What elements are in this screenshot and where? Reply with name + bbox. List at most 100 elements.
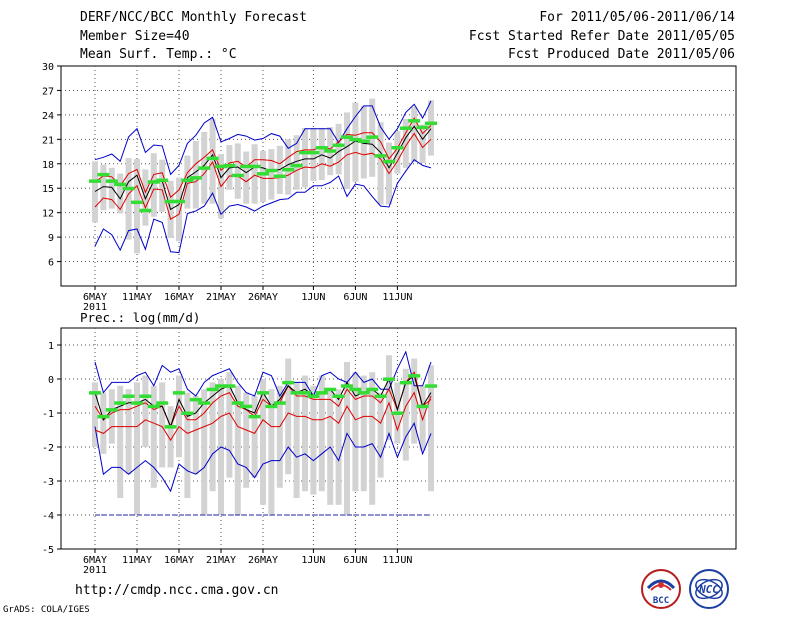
marker [374,154,387,158]
range-bar [125,389,132,475]
marker [425,384,437,388]
range-bar [285,139,292,195]
x-tick-label: 16MAY [164,555,194,566]
range-bar [411,358,418,444]
marker [383,377,395,381]
plot-frame [60,327,737,550]
x-tick-label: 26MAY [248,292,278,303]
range-bar [184,155,191,209]
marker [290,391,303,395]
footer-grads: GrADS: COLA/IGES [3,605,90,615]
range-bar [344,362,350,515]
range-bar [377,392,384,478]
ncc-logo: NCC [689,569,729,609]
range-bar [352,102,359,182]
range-bar [234,143,241,199]
x-tick-label: 21MAY [206,292,236,303]
marker [425,121,437,126]
marker [341,135,353,139]
marker [290,163,303,168]
range-bar [100,392,107,454]
y-tick-label: 27 [42,86,54,97]
marker [273,401,286,405]
marker [416,125,429,130]
range-bar [251,396,258,478]
y-tick-label: 18 [42,160,54,171]
marker [131,401,143,405]
marker [164,425,177,429]
x-tick-label: 6JUN [343,555,367,566]
range-bar [293,135,300,190]
range-bar [243,151,250,204]
range-bar [150,385,157,488]
marker [198,166,211,170]
x-tick-label: 11JUN [382,292,412,303]
range-bar [209,382,216,492]
marker [89,391,101,395]
marker [391,411,404,415]
range-bar [318,375,325,492]
range-bar [260,150,266,203]
range-bar [419,385,426,451]
y-tick-label: -2 [42,443,54,454]
marker [399,380,412,385]
ncc-logo-text: NCC [698,583,719,596]
marker [366,135,379,139]
range-bar [243,392,250,488]
spread-lower-line [94,391,432,442]
marker [114,182,127,187]
marker [156,178,169,183]
range-bar [134,158,140,254]
marker [173,199,185,204]
x-tick-label: 1JUN [301,555,325,566]
range-bar [92,161,98,223]
marker [357,139,370,143]
envelope-max-line [94,350,432,398]
marker [147,404,160,409]
marker [189,176,202,180]
marker [391,145,404,150]
range-bar [201,389,208,515]
header-produced-date: Fcst Produced Date 2011/05/06 [508,47,735,62]
y-tick-label: 9 [48,233,54,244]
x-tick-label: 21MAY [206,555,236,566]
range-bar [377,122,384,205]
marker [147,180,160,184]
y-tick-label: -5 [42,545,54,556]
marker [131,200,143,205]
range-bar [293,382,300,498]
envelope-max-line [94,100,432,176]
chart-panel-1: 6MAY 11MAY 16MAY 21MAY 26MAY 1JUN 6JUN 11JUN 201… [42,310,737,576]
marker [122,394,135,398]
ensemble-mean-line [94,125,432,211]
y-tick-label: 0 [48,375,54,386]
x-tick-label: 6MAY [83,555,107,566]
x-tick-label: 6JUN [343,292,367,303]
y-tick-label: -1 [42,409,54,420]
y-tick-label: 24 [42,111,54,122]
marker [215,384,227,388]
range-bar [276,385,283,488]
marker [156,401,169,405]
range-bar [428,365,434,492]
y-tick-label: 6 [48,258,54,269]
x-tick-label: 1JUN [301,292,325,303]
range-bar [285,358,292,475]
marker [399,126,412,130]
marker [374,394,387,398]
x-tick-label: 11JUN [382,555,412,566]
footer-url[interactable]: http://cmdp.ncc.cma.gov.cn [75,583,279,598]
range-bar [134,382,140,515]
marker [332,394,345,398]
marker [105,179,118,183]
marker [240,164,253,169]
marker [408,374,421,378]
marker [349,387,362,392]
marker [139,208,152,213]
range-bar [268,389,275,515]
range-bar [402,118,409,168]
range-bar [302,127,308,188]
y-tick-label: 1 [48,341,54,352]
marker [97,172,110,177]
